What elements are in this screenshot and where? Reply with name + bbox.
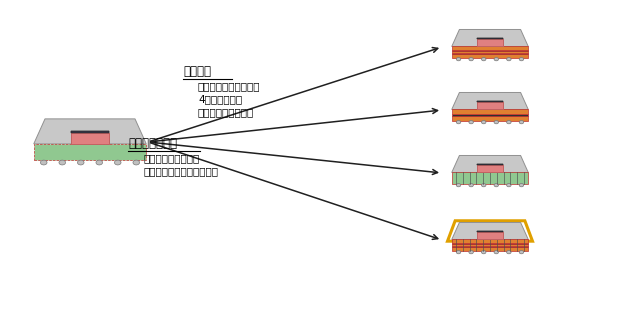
Polygon shape xyxy=(452,29,528,46)
Ellipse shape xyxy=(40,160,47,165)
Bar xyxy=(477,232,503,239)
Ellipse shape xyxy=(519,121,523,124)
Bar xyxy=(477,39,503,46)
Bar xyxy=(452,54,528,58)
Bar xyxy=(452,244,528,246)
Ellipse shape xyxy=(77,160,84,165)
Polygon shape xyxy=(452,92,528,109)
Ellipse shape xyxy=(469,250,473,254)
Ellipse shape xyxy=(507,184,511,187)
Ellipse shape xyxy=(481,121,486,124)
Ellipse shape xyxy=(469,58,473,61)
Bar xyxy=(477,100,503,102)
Text: 4層・基板採用: 4層・基板採用 xyxy=(198,94,242,104)
Ellipse shape xyxy=(133,160,140,165)
Ellipse shape xyxy=(456,184,461,187)
Bar xyxy=(452,46,528,50)
Text: 埋め込みヒートスプレッダ: 埋め込みヒートスプレッダ xyxy=(144,166,219,176)
Bar xyxy=(477,164,503,165)
Text: ダイパッドの極大設計: ダイパッドの極大設計 xyxy=(198,81,261,91)
Bar xyxy=(477,100,503,102)
Text: 基板設計: 基板設計 xyxy=(183,65,211,78)
Bar xyxy=(71,131,109,133)
Ellipse shape xyxy=(481,184,486,187)
Bar xyxy=(452,114,528,116)
Bar xyxy=(452,239,528,243)
Ellipse shape xyxy=(494,58,499,61)
Ellipse shape xyxy=(494,121,499,124)
Ellipse shape xyxy=(481,58,486,61)
Ellipse shape xyxy=(519,184,523,187)
Ellipse shape xyxy=(507,250,511,254)
Polygon shape xyxy=(452,223,528,239)
Text: サーマルボール採用: サーマルボール採用 xyxy=(144,153,200,163)
Bar xyxy=(477,165,503,172)
Ellipse shape xyxy=(469,121,473,124)
Bar xyxy=(452,246,528,247)
Bar xyxy=(477,231,503,232)
Ellipse shape xyxy=(469,184,473,187)
Text: パッケージ構造: パッケージ構造 xyxy=(128,137,177,150)
Bar xyxy=(452,243,528,244)
Ellipse shape xyxy=(494,184,499,187)
Bar xyxy=(452,172,528,184)
FancyArrowPatch shape xyxy=(151,108,438,142)
Bar xyxy=(71,133,109,144)
Bar xyxy=(452,247,528,250)
Bar xyxy=(477,164,503,165)
Bar xyxy=(452,51,528,53)
Text: メタルコア基盤採用: メタルコア基盤採用 xyxy=(198,107,254,117)
Ellipse shape xyxy=(507,58,511,61)
Ellipse shape xyxy=(456,121,461,124)
Bar xyxy=(477,38,503,39)
Bar xyxy=(34,144,146,160)
Ellipse shape xyxy=(456,58,461,61)
Bar xyxy=(477,102,503,109)
Ellipse shape xyxy=(59,160,66,165)
Bar xyxy=(477,38,503,39)
FancyArrowPatch shape xyxy=(151,47,438,141)
Ellipse shape xyxy=(481,250,486,254)
Polygon shape xyxy=(452,156,528,172)
Bar xyxy=(452,116,528,121)
Ellipse shape xyxy=(519,58,523,61)
Bar xyxy=(477,232,503,239)
Bar xyxy=(71,131,109,133)
Bar xyxy=(452,50,528,51)
FancyArrowPatch shape xyxy=(151,143,438,239)
Ellipse shape xyxy=(507,121,511,124)
Ellipse shape xyxy=(456,250,461,254)
Bar xyxy=(477,102,503,109)
Bar xyxy=(71,133,109,144)
Ellipse shape xyxy=(96,160,103,165)
Ellipse shape xyxy=(114,160,121,165)
Polygon shape xyxy=(34,119,146,144)
Bar xyxy=(452,53,528,54)
Bar xyxy=(477,231,503,232)
FancyArrowPatch shape xyxy=(151,142,438,175)
Bar xyxy=(477,39,503,46)
Ellipse shape xyxy=(519,250,523,254)
Ellipse shape xyxy=(494,250,499,254)
Bar xyxy=(452,109,528,114)
Bar xyxy=(477,165,503,172)
